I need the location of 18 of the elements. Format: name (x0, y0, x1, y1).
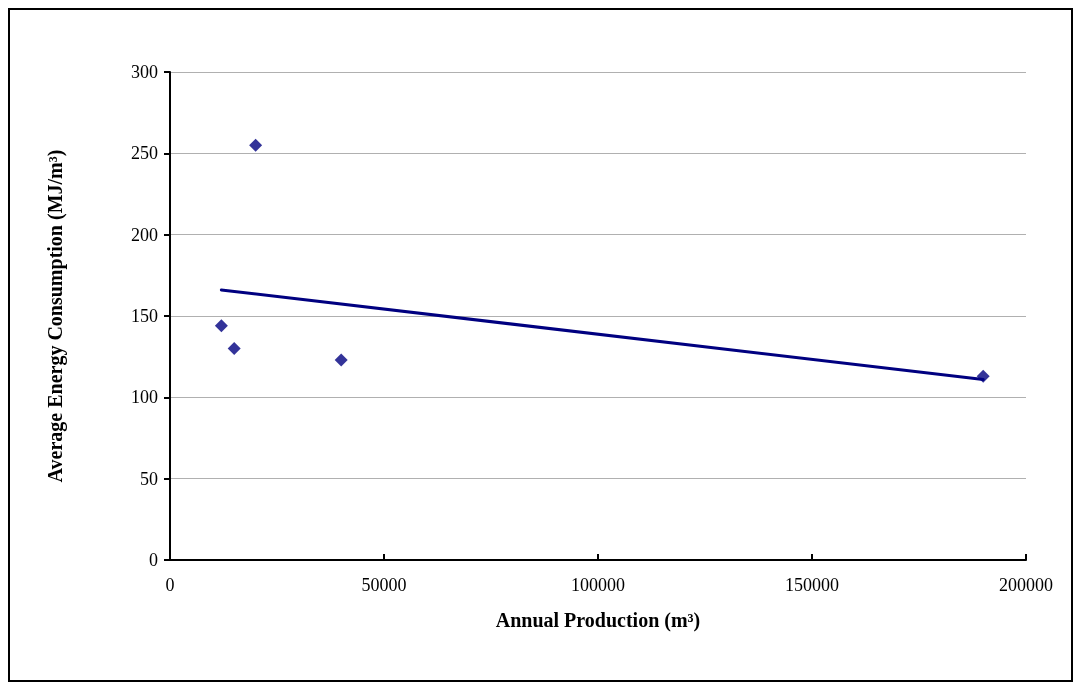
point (334, 353, 348, 367)
y-tick-label: 50 (140, 468, 158, 489)
x-tick-label: 150000 (785, 575, 839, 595)
y-tick-label: 250 (131, 143, 158, 164)
y-tick-label: 150 (131, 306, 158, 326)
x-tick-label: 200000 (999, 575, 1053, 595)
x-tick-label: 100000 (571, 575, 625, 595)
y-axis-title: Average Energy Consumption (MJ/m³) (44, 149, 67, 483)
y-tick-label: 300 (131, 62, 158, 82)
x-tick-label: 50000 (361, 575, 407, 595)
point (249, 138, 263, 152)
point (227, 342, 241, 356)
x-axis-title: Annual Production (m³) (495, 609, 701, 632)
y-tick-label: 100 (131, 387, 158, 408)
point (214, 319, 228, 333)
y-tick-label: 200 (131, 224, 158, 245)
x-tick-label: 0 (165, 575, 175, 595)
y-tick-label: 0 (149, 550, 158, 570)
